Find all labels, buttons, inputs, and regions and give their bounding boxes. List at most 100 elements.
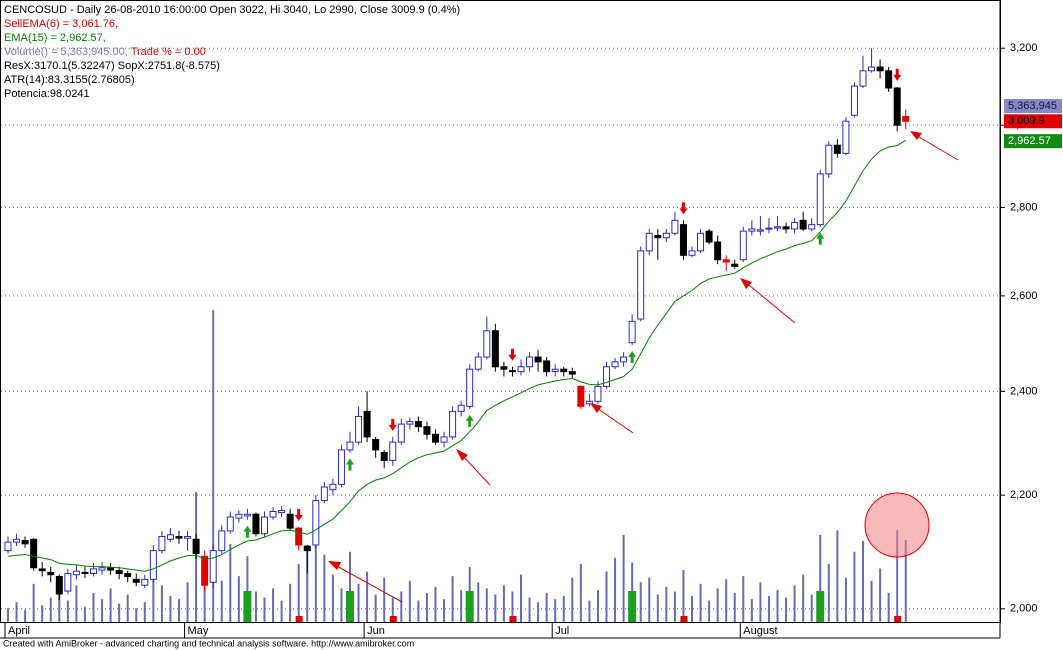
volume-bar — [742, 576, 745, 622]
volume-bar — [571, 577, 574, 622]
indicator-line: SellEMA(6) = 3,061.76, — [4, 18, 118, 30]
candle-body — [90, 568, 97, 575]
candle-body — [252, 513, 260, 535]
candle-body — [337, 449, 345, 485]
volume-bar — [596, 589, 599, 622]
volume-bar — [793, 585, 796, 622]
candle-body — [722, 259, 730, 263]
candle-body — [55, 575, 63, 595]
candle-body — [688, 250, 696, 256]
volume-bar — [75, 585, 78, 622]
volume-bar — [169, 596, 172, 622]
volume-bar — [314, 542, 317, 622]
candle-body — [235, 513, 243, 519]
annotations — [328, 131, 959, 603]
volume-bar — [178, 599, 180, 622]
volume-bar — [725, 579, 728, 622]
volume-bar — [254, 591, 257, 622]
volume-bar — [836, 530, 839, 622]
candle-body — [842, 120, 850, 154]
volume-bar — [579, 563, 582, 622]
candle-body — [312, 500, 320, 546]
candle-body — [483, 330, 491, 358]
candle-body — [457, 404, 465, 412]
candle-body — [560, 368, 568, 373]
arrow-head — [590, 403, 602, 413]
candle-body — [261, 516, 268, 535]
volume-bar — [682, 570, 685, 622]
chart-title: CENCOSUD - Daily 26-08-2010 16:00:00 Ope… — [4, 4, 460, 16]
candle-body — [380, 452, 388, 461]
arrow-head — [910, 131, 922, 140]
y-tick-label: 2,200 — [1010, 489, 1038, 501]
volume-bar — [733, 592, 736, 622]
y-tick-label: 2,800 — [1010, 201, 1038, 213]
volume-bar — [7, 608, 9, 622]
volume-bar — [357, 583, 360, 622]
candle-body — [833, 144, 841, 154]
volume-bar — [691, 596, 693, 622]
ema-line — [7, 139, 907, 572]
volume-bar — [306, 550, 309, 622]
volume-bar — [622, 534, 625, 622]
indicator-text: EMA(15) = 2,962.57, — [4, 32, 106, 44]
candle-body — [21, 539, 29, 545]
arrow-head — [328, 561, 341, 570]
volume-bar — [767, 596, 770, 622]
candle-body — [64, 573, 72, 592]
candle-body — [645, 232, 653, 252]
arrow-head — [740, 278, 752, 289]
candle-body — [72, 570, 80, 576]
annotation-arrow — [593, 405, 634, 434]
volume-bar — [349, 551, 351, 622]
volume-bar — [554, 599, 557, 622]
volume-bar — [699, 583, 702, 622]
volume-bar — [83, 606, 86, 622]
candle-body — [774, 226, 781, 229]
volume-bar — [537, 602, 540, 622]
candle-body — [517, 366, 525, 373]
candle-body — [30, 538, 38, 569]
annotation-arrow — [332, 563, 403, 603]
candle-body — [697, 232, 705, 252]
candle-body — [226, 516, 234, 532]
candle-body — [808, 224, 816, 230]
volume-bar — [220, 580, 223, 622]
candle-body — [654, 234, 662, 239]
candle-body — [107, 567, 115, 571]
volume-bar — [545, 592, 548, 622]
candle-body — [440, 436, 448, 443]
candle-body — [782, 226, 790, 230]
volume-bar — [785, 597, 788, 622]
sell-arrow — [388, 418, 397, 431]
volume-bar — [237, 576, 240, 622]
candle-body — [594, 385, 602, 402]
candle-body — [705, 230, 713, 243]
candle-body — [551, 368, 559, 373]
volume-bar — [656, 594, 659, 622]
candle-body — [611, 361, 619, 368]
volume-bar — [443, 599, 446, 622]
volume-bar — [152, 566, 155, 622]
candle-body — [406, 421, 414, 425]
candle-body — [714, 241, 722, 261]
volume-bar — [614, 557, 617, 622]
candle-body — [543, 360, 551, 373]
close-value-label-box — [1004, 114, 1062, 129]
volume-bar — [160, 585, 163, 622]
volume-bar — [400, 591, 403, 622]
candle-body — [585, 400, 593, 405]
candle-body — [577, 385, 585, 407]
volume-bar — [776, 589, 779, 622]
volume-bar — [827, 563, 830, 622]
candle-body — [876, 66, 884, 72]
candle-body — [500, 366, 508, 370]
volume-value-label: 5,363,945 — [1008, 100, 1057, 112]
volume-bar — [639, 582, 642, 622]
volume-bar — [588, 600, 591, 622]
volume-bar — [802, 574, 805, 622]
candle-body — [628, 320, 636, 344]
candle-body — [526, 356, 534, 368]
volume-bar — [92, 592, 95, 622]
